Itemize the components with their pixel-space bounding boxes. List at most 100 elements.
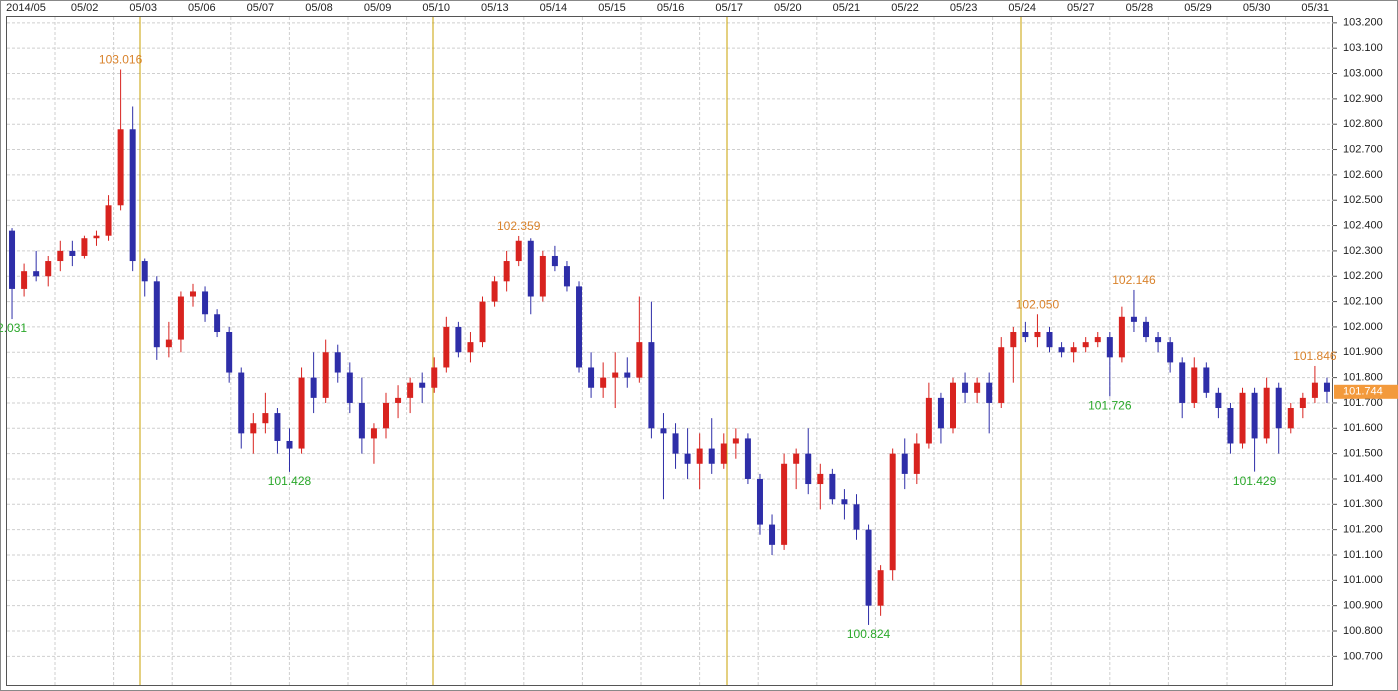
candle-body	[431, 367, 438, 388]
y-tick-label: 101.600	[1343, 422, 1383, 434]
candle-body	[937, 397, 944, 429]
y-tick-label: 103.000	[1343, 67, 1383, 79]
candle-body	[600, 377, 607, 388]
candle-body	[962, 382, 969, 393]
candle-body	[455, 326, 462, 353]
candle-body	[129, 129, 136, 262]
candle-body	[334, 352, 341, 373]
candle-body	[974, 382, 981, 393]
plot-area	[6, 16, 1333, 686]
candle-body	[648, 342, 655, 429]
candle-body	[1094, 337, 1101, 343]
candle-body	[1118, 316, 1125, 358]
x-tick-label: 05/06	[188, 2, 216, 14]
candle-body	[563, 266, 570, 287]
candle-body	[419, 382, 426, 388]
candle-body	[214, 314, 221, 332]
candle-body	[986, 382, 993, 403]
candle-body	[732, 438, 739, 444]
x-tick-label: 05/28	[1126, 2, 1154, 14]
candle-body	[21, 271, 28, 289]
candle-body	[708, 448, 715, 464]
candle-body	[1323, 382, 1330, 392]
extreme-label: 101.428	[268, 474, 312, 488]
candle-body	[1287, 408, 1294, 429]
candle-body	[1167, 342, 1174, 363]
candle-body	[925, 397, 932, 444]
candle-body	[370, 428, 377, 439]
x-tick-label: 05/30	[1243, 2, 1271, 14]
candle-body	[1191, 367, 1198, 403]
candle-body	[189, 291, 196, 297]
extreme-label: 100.824	[847, 627, 891, 641]
candle-body	[286, 440, 293, 449]
y-tick-label: 102.700	[1343, 143, 1383, 155]
extreme-label: 102.359	[497, 219, 541, 233]
y-tick-label: 101.700	[1343, 397, 1383, 409]
candle-body	[1022, 331, 1029, 338]
candle-body	[684, 453, 691, 464]
y-tick-label: 101.900	[1343, 346, 1383, 358]
y-tick-label: 102.500	[1343, 194, 1383, 206]
y-tick-label: 100.900	[1343, 600, 1383, 612]
y-tick-label: 102.800	[1343, 118, 1383, 130]
candle-body	[202, 291, 209, 315]
candle-body	[889, 453, 896, 571]
x-tick-label: 05/14	[540, 2, 568, 14]
x-tick-label: 05/29	[1184, 2, 1212, 14]
candle-body	[624, 372, 631, 378]
candle-body	[515, 240, 522, 262]
y-tick-label: 102.300	[1343, 245, 1383, 257]
candle-body	[636, 342, 643, 378]
candle-body	[358, 402, 365, 439]
extreme-label: 101.846	[1293, 349, 1337, 363]
candle-body	[1034, 331, 1041, 338]
candle-body	[274, 413, 281, 441]
y-tick-label: 102.400	[1343, 219, 1383, 231]
x-tick-label: 05/13	[481, 2, 509, 14]
x-tick-label: 05/02	[71, 2, 99, 14]
y-tick-label: 100.800	[1343, 625, 1383, 637]
candle-body	[527, 240, 534, 297]
candle-body	[383, 402, 390, 429]
candle-body	[395, 397, 402, 403]
candle-body	[660, 428, 667, 434]
candle-body	[913, 443, 920, 474]
x-tick-label: 05/31	[1301, 2, 1329, 14]
candle-body	[1239, 392, 1246, 444]
candle-body	[1010, 331, 1017, 348]
y-tick-label: 101.200	[1343, 524, 1383, 536]
x-tick-label: 05/20	[774, 2, 802, 14]
candle-body	[576, 286, 583, 368]
candle-body	[1227, 408, 1234, 444]
candle-body	[81, 238, 88, 256]
last-price-box	[1334, 384, 1398, 399]
candle-body	[744, 438, 751, 479]
candle-body	[310, 377, 317, 398]
y-tick-label: 102.000	[1343, 321, 1383, 333]
candle-body	[322, 352, 329, 398]
candle-body	[1203, 367, 1210, 393]
candle-body	[539, 255, 546, 297]
y-tick-label: 100.700	[1343, 650, 1383, 662]
x-tick-label: 05/10	[422, 2, 450, 14]
candle-body	[1311, 382, 1318, 398]
candle-body	[479, 301, 486, 343]
candle-body	[769, 524, 776, 545]
candle-body	[1106, 337, 1113, 358]
y-tick-label: 101.300	[1343, 498, 1383, 510]
candle-body	[177, 296, 184, 340]
candle-body	[141, 261, 148, 282]
y-tick-label: 101.400	[1343, 473, 1383, 485]
candle-body	[865, 529, 872, 606]
candle-body	[781, 463, 788, 545]
candle-body	[443, 326, 450, 368]
candle-body	[262, 413, 269, 424]
candle-body	[1215, 392, 1222, 409]
candle-body	[756, 478, 763, 525]
candle-body	[1082, 342, 1089, 348]
candle-body	[93, 235, 100, 239]
candle-body	[793, 453, 800, 464]
